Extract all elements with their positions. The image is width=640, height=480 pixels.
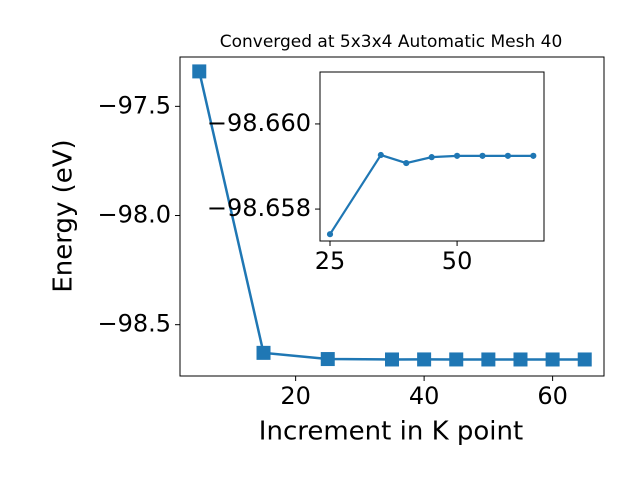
- y-tick-label: −98.0: [97, 201, 171, 229]
- marker: [504, 152, 511, 159]
- series-line: [329, 153, 534, 235]
- y-tick-label: −98.660: [207, 109, 311, 137]
- marker: [428, 154, 435, 161]
- marker: [481, 352, 496, 367]
- marker: [377, 151, 384, 159]
- y-tick-label: −98.5: [97, 310, 171, 338]
- marker: [403, 160, 410, 167]
- marker: [479, 152, 486, 159]
- marker: [530, 152, 537, 159]
- x-tick-label: 40: [409, 382, 440, 410]
- x-tick-label: 50: [442, 247, 473, 275]
- marker: [417, 352, 432, 367]
- marker: [385, 352, 399, 367]
- marker: [320, 352, 335, 367]
- marker: [256, 345, 271, 360]
- y-axis-label: Energy (eV): [49, 139, 79, 292]
- marker: [454, 152, 461, 159]
- x-tick-label: 60: [537, 382, 568, 410]
- marker: [326, 231, 334, 238]
- x-tick-label: 25: [315, 247, 346, 275]
- marker: [513, 352, 528, 367]
- x-tick-label: 20: [280, 382, 311, 410]
- marker: [449, 352, 464, 367]
- series-line: [198, 71, 585, 361]
- marker: [545, 352, 560, 367]
- marker: [577, 352, 592, 367]
- y-tick-label: −98.658: [207, 194, 311, 222]
- marker: [192, 64, 207, 79]
- y-tick-label: −97.5: [97, 91, 171, 119]
- x-axis-label: Increment in K point: [259, 417, 523, 447]
- chart-title: Converged at 5x3x4 Automatic Mesh 40: [220, 32, 563, 52]
